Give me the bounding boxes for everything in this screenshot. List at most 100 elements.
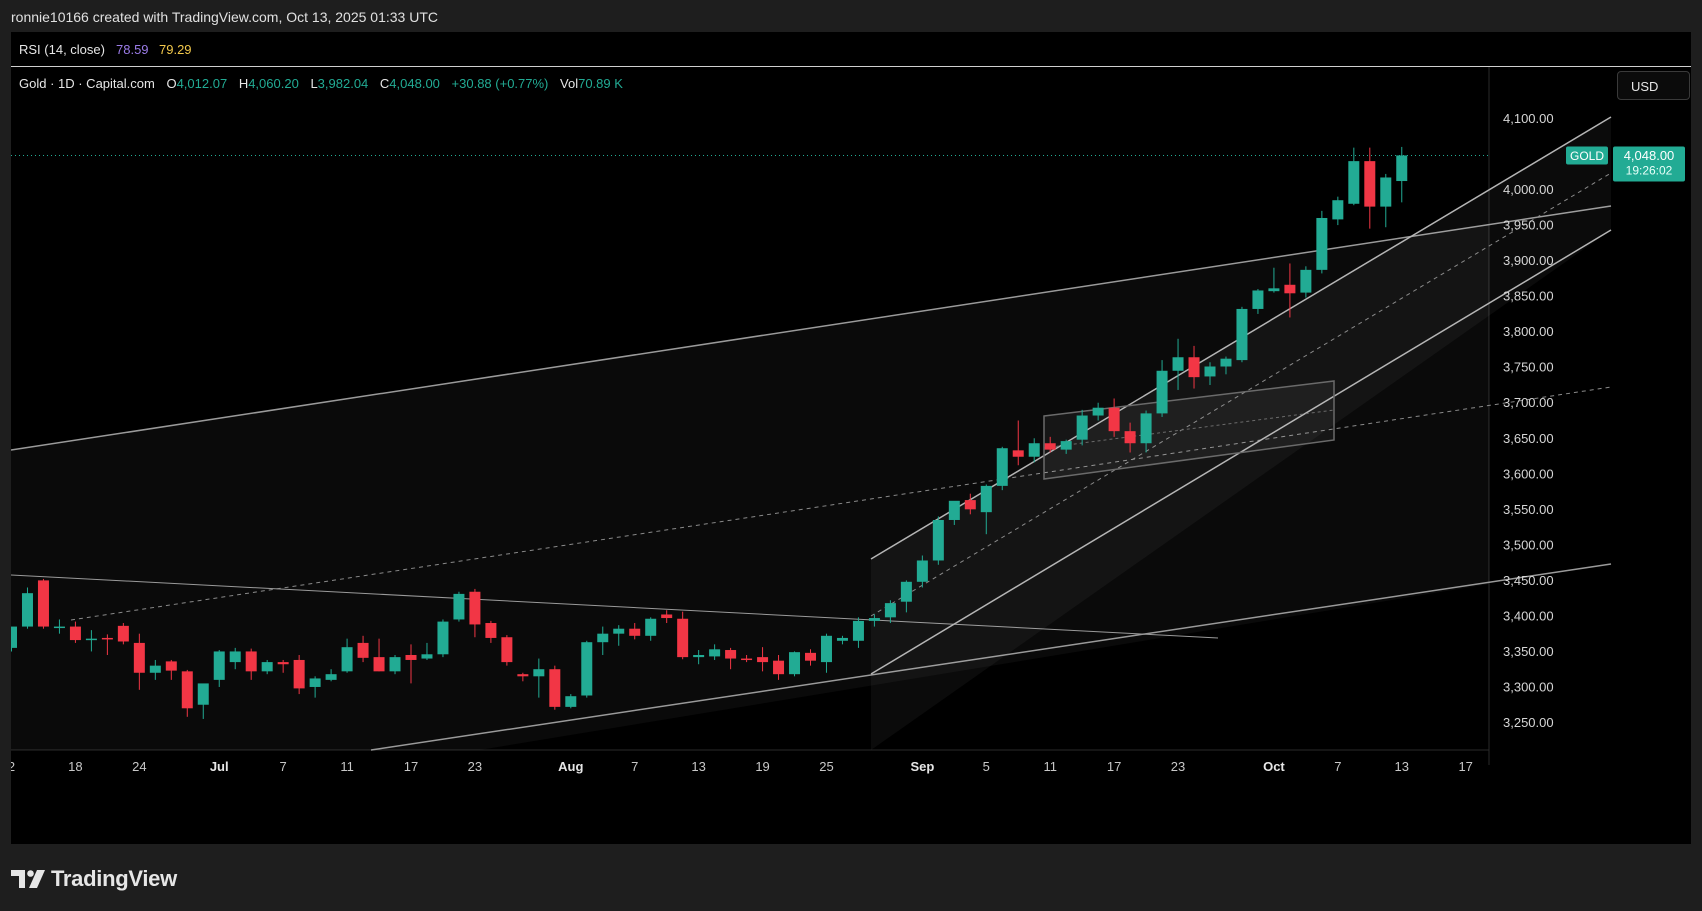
candle-body[interactable] bbox=[1028, 443, 1040, 457]
candle-body[interactable] bbox=[1268, 288, 1280, 292]
candle-body[interactable] bbox=[341, 647, 353, 672]
candle-body[interactable] bbox=[836, 637, 848, 641]
candle-body[interactable] bbox=[1300, 269, 1312, 293]
candle-body[interactable] bbox=[1172, 357, 1184, 371]
candle-body[interactable] bbox=[709, 649, 721, 657]
candle-body[interactable] bbox=[741, 658, 753, 661]
rsi-pane[interactable]: RSI (14, close) 78.59 79.29 bbox=[11, 32, 1691, 67]
candle-body[interactable] bbox=[773, 660, 785, 675]
candle-body[interactable] bbox=[629, 628, 641, 636]
candle-body[interactable] bbox=[565, 696, 577, 707]
candle-body[interactable] bbox=[1140, 413, 1152, 444]
candle-body[interactable] bbox=[1060, 441, 1072, 450]
candle-body[interactable] bbox=[69, 626, 81, 641]
candle-body[interactable] bbox=[53, 626, 65, 629]
candle-body[interactable] bbox=[868, 618, 880, 621]
candle-body[interactable] bbox=[101, 637, 113, 640]
candle-body[interactable] bbox=[325, 674, 337, 680]
candle-body[interactable] bbox=[37, 580, 49, 627]
candle-body[interactable] bbox=[900, 581, 912, 602]
candle-body[interactable] bbox=[453, 593, 465, 620]
candle-body[interactable] bbox=[1092, 407, 1104, 416]
candle-body[interactable] bbox=[21, 593, 33, 627]
candle-body[interactable] bbox=[421, 654, 433, 659]
flag-mid-line[interactable] bbox=[1043, 409, 1335, 449]
candle-body[interactable] bbox=[789, 652, 801, 675]
candle-body[interactable] bbox=[661, 614, 673, 619]
candle-body[interactable] bbox=[1236, 308, 1248, 361]
candle-body[interactable] bbox=[613, 628, 625, 634]
candle-body[interactable] bbox=[533, 669, 545, 677]
candle-body[interactable] bbox=[1364, 161, 1376, 207]
channel-mid-line[interactable] bbox=[70, 386, 1612, 621]
candle-body[interactable] bbox=[597, 633, 609, 643]
candle-body[interactable] bbox=[820, 635, 832, 663]
candle-body[interactable] bbox=[581, 642, 593, 696]
price-chart[interactable]: 4,100.00 4,000.00 3,950.00 3,900.00 3,850.00… bbox=[11, 32, 1691, 844]
candle-body[interactable] bbox=[1252, 290, 1264, 309]
candle-body[interactable] bbox=[117, 625, 129, 642]
candle-body[interactable] bbox=[805, 652, 816, 661]
candle-body[interactable] bbox=[932, 519, 944, 561]
symbol-price-tag[interactable] bbox=[1566, 146, 1608, 165]
candle-body[interactable] bbox=[1108, 407, 1120, 432]
candle-body[interactable] bbox=[11, 626, 17, 648]
candle-body[interactable] bbox=[197, 683, 209, 705]
candle-body[interactable] bbox=[1204, 366, 1216, 377]
trendline[interactable] bbox=[11, 574, 1219, 639]
candle-body[interactable] bbox=[229, 651, 241, 663]
candle-body[interactable] bbox=[501, 637, 513, 663]
candle-body[interactable] bbox=[133, 642, 145, 673]
candle-body[interactable] bbox=[373, 657, 385, 672]
candle-body[interactable] bbox=[1396, 155, 1408, 182]
candle-body[interactable] bbox=[948, 500, 960, 520]
candle-body[interactable] bbox=[261, 662, 273, 672]
channel-top-line[interactable] bbox=[11, 205, 1612, 451]
candle-body[interactable] bbox=[980, 485, 992, 513]
candle-body[interactable] bbox=[725, 650, 737, 659]
candle-body[interactable] bbox=[165, 661, 177, 671]
currency-button[interactable]: USD bbox=[1617, 71, 1690, 100]
candle-body[interactable] bbox=[357, 642, 369, 658]
candle-body[interactable] bbox=[1348, 161, 1360, 204]
chart-frame[interactable]: 4,100.00 4,000.00 3,950.00 3,900.00 3,850.00… bbox=[11, 32, 1691, 844]
candle-body[interactable] bbox=[469, 591, 481, 625]
symbol-title[interactable]: Gold · 1D · Capital.com bbox=[19, 76, 155, 91]
candle-body[interactable] bbox=[1316, 217, 1328, 270]
candle-body[interactable] bbox=[293, 659, 305, 689]
candle-body[interactable] bbox=[1380, 177, 1392, 207]
candle-body[interactable] bbox=[309, 678, 321, 687]
candle-body[interactable] bbox=[437, 621, 449, 655]
candle-body[interactable] bbox=[405, 654, 417, 660]
candle-body[interactable] bbox=[1156, 370, 1168, 414]
candle-body[interactable] bbox=[1188, 357, 1200, 378]
candle-body[interactable] bbox=[1332, 200, 1344, 220]
candle-body[interactable] bbox=[645, 618, 657, 636]
candle-body[interactable] bbox=[213, 651, 225, 680]
candle-body[interactable] bbox=[277, 662, 289, 665]
candle-body[interactable] bbox=[757, 657, 769, 663]
candle-body[interactable] bbox=[549, 669, 561, 707]
channel-bottom-line[interactable] bbox=[370, 563, 1612, 751]
candle-body[interactable] bbox=[996, 448, 1008, 486]
candle-body[interactable] bbox=[485, 623, 497, 638]
flag-channel[interactable] bbox=[1043, 380, 1335, 480]
candle-body[interactable] bbox=[389, 657, 401, 672]
candle-body[interactable] bbox=[181, 671, 193, 709]
candle-body[interactable] bbox=[245, 651, 257, 672]
candle-body[interactable] bbox=[1012, 450, 1024, 457]
candle-body[interactable] bbox=[884, 603, 896, 618]
candle-body[interactable] bbox=[964, 500, 976, 510]
candle-body[interactable] bbox=[1124, 431, 1136, 444]
candle-body[interactable] bbox=[517, 674, 529, 677]
candle-body[interactable] bbox=[677, 618, 689, 658]
last-price-tag[interactable] bbox=[1613, 146, 1685, 182]
candle-body[interactable] bbox=[85, 638, 97, 641]
candle-body[interactable] bbox=[693, 654, 705, 658]
candle-body[interactable] bbox=[916, 560, 928, 582]
candle-body[interactable] bbox=[1044, 443, 1056, 450]
candle-body[interactable] bbox=[1076, 415, 1088, 440]
candle-body[interactable] bbox=[1220, 358, 1232, 367]
candle-body[interactable] bbox=[852, 620, 864, 641]
candle-body[interactable] bbox=[149, 665, 161, 673]
